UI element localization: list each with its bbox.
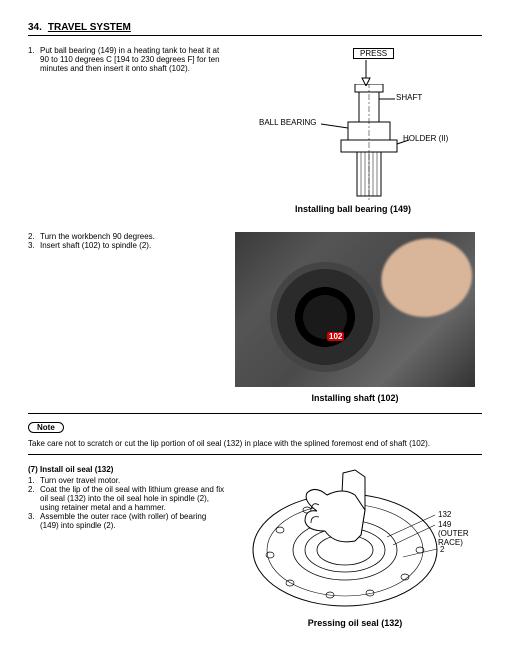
step-text: Put ball bearing (149) in a heating tank… — [40, 46, 225, 73]
section2-text: 2. Turn the workbench 90 degrees. 3. Ins… — [28, 232, 235, 403]
step-text: Turn over travel motor. — [40, 476, 120, 485]
page: 34. TRAVEL SYSTEM 1. Put ball bearing (1… — [0, 0, 510, 645]
callout-102: 102 — [327, 332, 344, 341]
label-149: 149 — [438, 520, 451, 529]
step-number: 2. — [28, 232, 40, 241]
step-1: 1. Put ball bearing (149) in a heating t… — [28, 46, 225, 73]
step-text: Insert shaft (102) to spindle (2). — [40, 241, 151, 250]
shaft-label: SHAFT — [396, 93, 422, 102]
press-label: PRESS — [353, 48, 394, 59]
s3-step-3: 3. Assemble the outer race (with roller)… — [28, 512, 227, 530]
step-3: 3. Insert shaft (102) to spindle (2). — [28, 241, 227, 250]
section-oil-seal: (7) Install oil seal (132) 1. Turn over … — [28, 465, 482, 635]
step-number: 1. — [28, 46, 40, 73]
step-number: 3. — [28, 512, 40, 530]
caption-bold: Installing shaft — [311, 393, 375, 403]
label-132: 132 — [438, 510, 451, 519]
header-title: TRAVEL SYSTEM — [48, 22, 131, 33]
figure-ball-bearing: PRESS — [233, 46, 482, 226]
section3-heading: (7) Install oil seal (132) — [28, 465, 227, 475]
header-number: 34. — [28, 22, 42, 33]
step-text: Assemble the outer race (with roller) of… — [40, 512, 227, 530]
step-number: 3. — [28, 241, 40, 250]
label-2: 2 — [440, 545, 444, 554]
label-outer-race: (OUTER RACE) — [438, 529, 482, 547]
caption-ref: (132) — [381, 618, 402, 628]
section1-text: 1. Put ball bearing (149) in a heating t… — [28, 46, 233, 226]
step-text: Turn the workbench 90 degrees. — [40, 232, 155, 241]
section3-text: (7) Install oil seal (132) 1. Turn over … — [28, 465, 235, 635]
caption-bold: Installing ball bearing — [295, 204, 388, 214]
page-header: 34. TRAVEL SYSTEM — [28, 22, 482, 36]
holder-label: HOLDER (II) — [403, 134, 448, 143]
photo-installing-shaft: 102 — [235, 232, 475, 387]
note-label: Note — [28, 422, 64, 433]
press-arrow-icon — [336, 60, 396, 86]
step-number: 1. — [28, 476, 40, 485]
s3-step-2: 2. Coat the lip of the oil seal with lit… — [28, 485, 227, 512]
figure-oil-seal: 132 149 (OUTER RACE) 2 Pressing oil seal… — [235, 465, 482, 635]
step-2: 2. Turn the workbench 90 degrees. — [28, 232, 227, 241]
note-text: Take care not to scratch or cut the lip … — [28, 437, 482, 455]
figure-shaft-photo: 102 Installing shaft (102) — [235, 232, 482, 403]
step-text: Coat the lip of the oil seal with lithiu… — [40, 485, 227, 512]
shaft-diagram — [313, 84, 433, 204]
figure3-caption: Pressing oil seal (132) — [235, 618, 475, 628]
figure1-caption: Installing ball bearing (149) — [295, 204, 411, 214]
ball-bearing-label: BALL BEARING — [259, 118, 317, 127]
figure2-caption: Installing shaft (102) — [235, 393, 475, 403]
note-block: Note Take care not to scratch or cut the… — [28, 422, 482, 455]
caption-bold: Pressing oil seal — [308, 618, 379, 628]
section-shaft-install: 2. Turn the workbench 90 degrees. 3. Ins… — [28, 232, 482, 403]
caption-ref: (102) — [378, 393, 399, 403]
step-number: 2. — [28, 485, 40, 512]
caption-ref: (149) — [390, 204, 411, 214]
s3-step-1: 1. Turn over travel motor. — [28, 476, 227, 485]
section-ball-bearing: 1. Put ball bearing (149) in a heating t… — [28, 46, 482, 226]
divider — [28, 413, 482, 414]
